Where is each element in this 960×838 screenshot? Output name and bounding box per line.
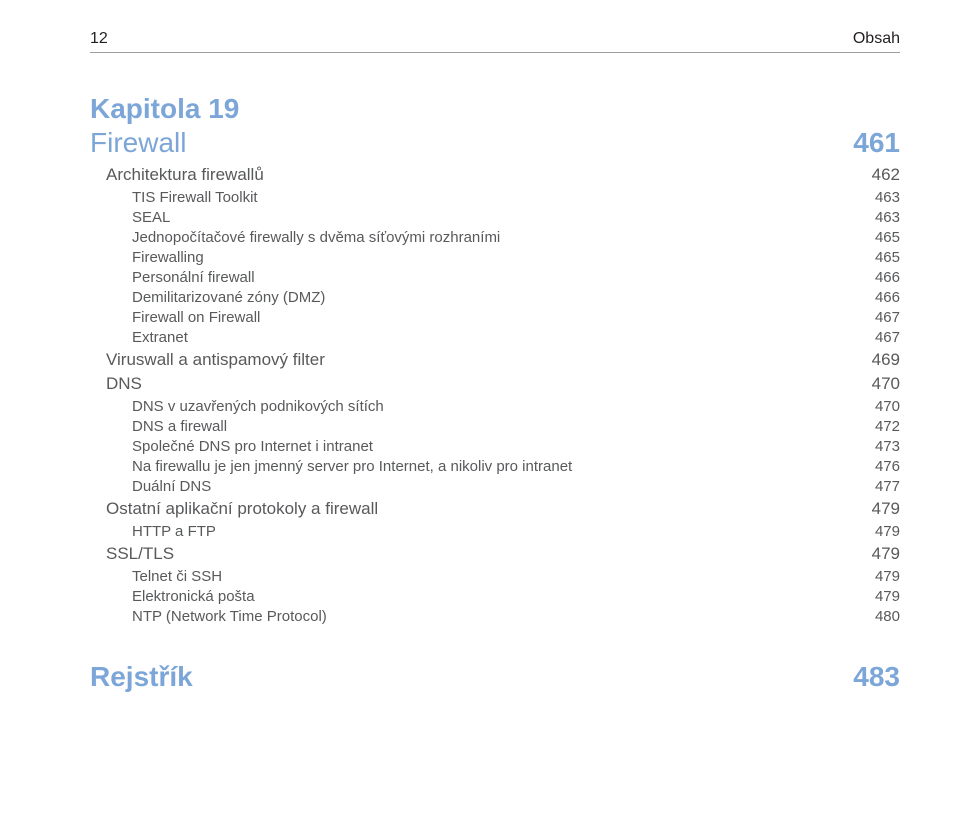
toc-entry-page: 480 (875, 608, 900, 625)
toc-entry: Na firewallu je jen jmenný server pro In… (90, 458, 900, 475)
toc-entry: Elektronická pošta 479 (90, 588, 900, 605)
chapter-page: 461 (853, 127, 900, 159)
toc-entry-title: Duální DNS (132, 478, 211, 495)
toc-entry-page: 466 (875, 289, 900, 306)
toc-entry: Firewalling 465 (90, 249, 900, 266)
toc-entry: Společné DNS pro Internet i intranet 473 (90, 438, 900, 455)
toc-entry-page: 469 (872, 350, 900, 370)
toc-entry-page: 463 (875, 209, 900, 226)
toc-entry: Demilitarizované zóny (DMZ) 466 (90, 289, 900, 306)
index-title: Rejstřík (90, 661, 193, 693)
index-row: Rejstřík 483 (90, 661, 900, 693)
chapter-label: Kapitola 19 (90, 93, 900, 125)
toc-entry-page: 465 (875, 249, 900, 266)
toc-entry-title: Extranet (132, 329, 188, 346)
chapter-title-row: Firewall 461 (90, 127, 900, 159)
toc-entry-page: 473 (875, 438, 900, 455)
toc-entry-page: 479 (875, 588, 900, 605)
page-header: 12 Obsah (90, 30, 900, 53)
toc-entry-page: 467 (875, 329, 900, 346)
toc-entry: Viruswall a antispamový filter 469 (90, 350, 900, 370)
toc-entry-title: Elektronická pošta (132, 588, 255, 605)
toc-entry-title: Telnet či SSH (132, 568, 222, 585)
toc-entry-title: Demilitarizované zóny (DMZ) (132, 289, 325, 306)
toc-entry: NTP (Network Time Protocol) 480 (90, 608, 900, 625)
toc-entry-page: 466 (875, 269, 900, 286)
toc-entry-page: 470 (872, 374, 900, 394)
toc-entry: Jednopočítačové firewally s dvěma síťový… (90, 229, 900, 246)
page-number: 12 (90, 30, 108, 48)
toc-entry-page: 476 (875, 458, 900, 475)
toc-entry-title: HTTP a FTP (132, 523, 216, 540)
toc-entry: DNS a firewall 472 (90, 418, 900, 435)
toc-entry-page: 465 (875, 229, 900, 246)
header-title: Obsah (853, 30, 900, 48)
toc-entry-page: 463 (875, 189, 900, 206)
toc-entry-title: Personální firewall (132, 269, 255, 286)
toc-entry: SEAL 463 (90, 209, 900, 226)
toc-entry-page: 479 (875, 523, 900, 540)
toc-entry-page: 479 (872, 499, 900, 519)
toc-entry: Personální firewall 466 (90, 269, 900, 286)
toc-entry: Firewall on Firewall 467 (90, 309, 900, 326)
toc-entry-page: 472 (875, 418, 900, 435)
toc-entry: TIS Firewall Toolkit 463 (90, 189, 900, 206)
toc-entry: Architektura firewallů 462 (90, 165, 900, 185)
toc-entry-page: 477 (875, 478, 900, 495)
toc-entry-title: DNS a firewall (132, 418, 227, 435)
toc-entry-page: 462 (872, 165, 900, 185)
toc-entry: Telnet či SSH 479 (90, 568, 900, 585)
toc-entry: Duální DNS 477 (90, 478, 900, 495)
toc-entry-title: Na firewallu je jen jmenný server pro In… (132, 458, 572, 475)
toc-entry-title: Firewall on Firewall (132, 309, 260, 326)
toc-entry-title: Architektura firewallů (106, 165, 264, 185)
toc-list: Architektura firewallů 462 TIS Firewall To… (90, 165, 900, 625)
toc-entry: Extranet 467 (90, 329, 900, 346)
toc-entry-title: Společné DNS pro Internet i intranet (132, 438, 373, 455)
chapter-title: Firewall (90, 127, 186, 159)
toc-entry-page: 479 (872, 544, 900, 564)
toc-entry-title: Jednopočítačové firewally s dvěma síťový… (132, 229, 500, 246)
page: 12 Obsah Kapitola 19 Firewall 461 Archit… (0, 0, 960, 733)
toc-entry-title: Ostatní aplikační protokoly a firewall (106, 499, 378, 519)
toc-entry: DNS 470 (90, 374, 900, 394)
toc-entry-title: SSL/TLS (106, 544, 174, 564)
toc-entry-title: DNS v uzavřených podnikových sítích (132, 398, 384, 415)
toc-entry: SSL/TLS 479 (90, 544, 900, 564)
toc-entry: Ostatní aplikační protokoly a firewall 47… (90, 499, 900, 519)
toc-entry: HTTP a FTP 479 (90, 523, 900, 540)
index-page: 483 (853, 661, 900, 693)
toc-entry: DNS v uzavřených podnikových sítích 470 (90, 398, 900, 415)
toc-entry-title: NTP (Network Time Protocol) (132, 608, 327, 625)
toc-entry-title: SEAL (132, 209, 170, 226)
toc-entry-title: Viruswall a antispamový filter (106, 350, 325, 370)
toc-entry-page: 479 (875, 568, 900, 585)
toc-entry-title: TIS Firewall Toolkit (132, 189, 258, 206)
toc-entry-page: 470 (875, 398, 900, 415)
toc-entry-title: Firewalling (132, 249, 204, 266)
toc-entry-page: 467 (875, 309, 900, 326)
toc-entry-title: DNS (106, 374, 142, 394)
